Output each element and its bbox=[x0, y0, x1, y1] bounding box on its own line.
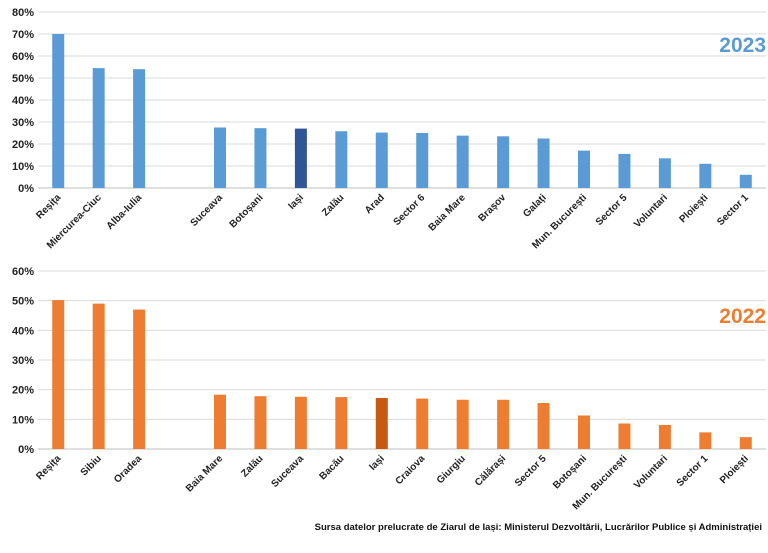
y-tick-label: 70% bbox=[12, 29, 34, 41]
x-tick-label: Ploiești bbox=[678, 192, 711, 225]
x-tick-label: Zalău bbox=[320, 192, 346, 218]
x-tick-label: Botoșani bbox=[228, 192, 266, 230]
chart-title: 2022 bbox=[719, 305, 766, 328]
bar bbox=[699, 163, 712, 188]
y-tick-label: 40% bbox=[12, 95, 34, 107]
bar bbox=[618, 423, 631, 449]
x-tick-label: Galați bbox=[521, 192, 549, 220]
bar bbox=[537, 138, 550, 188]
x-tick-label: Botoșani bbox=[551, 453, 589, 491]
x-tick-label: Craiova bbox=[394, 453, 428, 487]
x-tick-label: Sector 6 bbox=[392, 192, 428, 228]
x-tick-label: Suceava bbox=[270, 453, 307, 490]
bar bbox=[456, 399, 469, 449]
bar bbox=[416, 398, 429, 449]
bar bbox=[699, 432, 712, 449]
x-tick-label: Giurgiu bbox=[435, 453, 468, 486]
bar bbox=[456, 135, 469, 188]
bar bbox=[416, 133, 429, 188]
y-tick-label: 60% bbox=[12, 51, 34, 63]
x-tick-label: Sibiu bbox=[79, 453, 104, 478]
x-tick-label: Oradea bbox=[112, 453, 144, 485]
bar bbox=[335, 131, 348, 188]
x-tick-label: Sector 5 bbox=[513, 453, 549, 489]
source-note: Sursa datelor prelucrate de Ziarul de Ia… bbox=[314, 522, 762, 533]
y-tick-label: 0% bbox=[18, 444, 34, 456]
x-tick-label: Bacău bbox=[317, 453, 346, 482]
x-tick-label: Iași bbox=[286, 192, 306, 212]
bar bbox=[739, 437, 752, 449]
y-tick-label: 60% bbox=[12, 266, 34, 278]
x-tick-label: Voluntari bbox=[632, 453, 670, 491]
x-tick-label: Reșița bbox=[34, 192, 63, 221]
bar bbox=[618, 153, 631, 188]
y-tick-label: 10% bbox=[12, 414, 34, 426]
x-tick-label: Voluntari bbox=[632, 192, 670, 230]
x-tick-label: Baia Mare bbox=[184, 453, 225, 494]
y-tick-label: 20% bbox=[12, 139, 34, 151]
x-tick-label: Suceava bbox=[189, 192, 226, 229]
x-tick-label: Călărași bbox=[473, 453, 508, 488]
bar bbox=[497, 136, 510, 188]
bar bbox=[133, 69, 146, 188]
y-tick-label: 50% bbox=[12, 73, 34, 85]
bar bbox=[294, 128, 307, 188]
bar bbox=[52, 34, 65, 188]
x-tick-label: Sector 1 bbox=[675, 453, 711, 489]
x-tick-label: Baia Mare bbox=[427, 192, 468, 233]
y-tick-label: 20% bbox=[12, 385, 34, 397]
bar bbox=[537, 403, 550, 449]
bar bbox=[578, 415, 590, 449]
x-tick-label: Arad bbox=[363, 192, 387, 216]
y-tick-label: 30% bbox=[12, 355, 34, 367]
bar bbox=[375, 132, 388, 188]
chart-title: 2023 bbox=[719, 34, 766, 57]
bar bbox=[133, 309, 146, 449]
bar bbox=[578, 150, 590, 188]
chart-2022: 0% 10% 20% 30% 40% 50% 60% Reșița Sibiu Oradea Bai… bbox=[12, 266, 766, 512]
y-tick-label: 40% bbox=[12, 325, 34, 337]
x-tick-label: Alba-Iulia bbox=[105, 192, 145, 232]
bar bbox=[658, 158, 671, 188]
bar bbox=[214, 127, 226, 188]
bar bbox=[214, 394, 226, 449]
bar bbox=[92, 68, 105, 188]
x-tick-label: Reșița bbox=[34, 453, 63, 482]
bar bbox=[658, 424, 671, 449]
bar bbox=[254, 128, 267, 188]
x-tick-label: Sector 5 bbox=[594, 192, 630, 228]
x-tick-label: Brașov bbox=[476, 192, 508, 224]
y-tick-label: 30% bbox=[12, 117, 34, 129]
y-tick-label: 50% bbox=[12, 296, 34, 308]
bar bbox=[375, 397, 388, 449]
bar bbox=[335, 397, 348, 449]
bar bbox=[739, 174, 752, 188]
x-tick-label: Zalău bbox=[239, 453, 265, 479]
bar bbox=[92, 303, 105, 449]
bar bbox=[497, 399, 510, 449]
x-tick-label: Ploiești bbox=[718, 453, 751, 486]
bar bbox=[254, 396, 267, 449]
x-tick-label: Sector 1 bbox=[715, 192, 751, 228]
chart-2023: 0%10%20%30%40%50%60%70%80%ReșițaMiercure… bbox=[12, 7, 766, 251]
bar bbox=[52, 300, 65, 449]
y-tick-label: 10% bbox=[12, 161, 34, 173]
bar bbox=[294, 396, 307, 449]
y-tick-label: 0% bbox=[18, 183, 34, 195]
x-tick-label: Iași bbox=[367, 453, 387, 473]
y-tick-label: 80% bbox=[12, 7, 34, 19]
